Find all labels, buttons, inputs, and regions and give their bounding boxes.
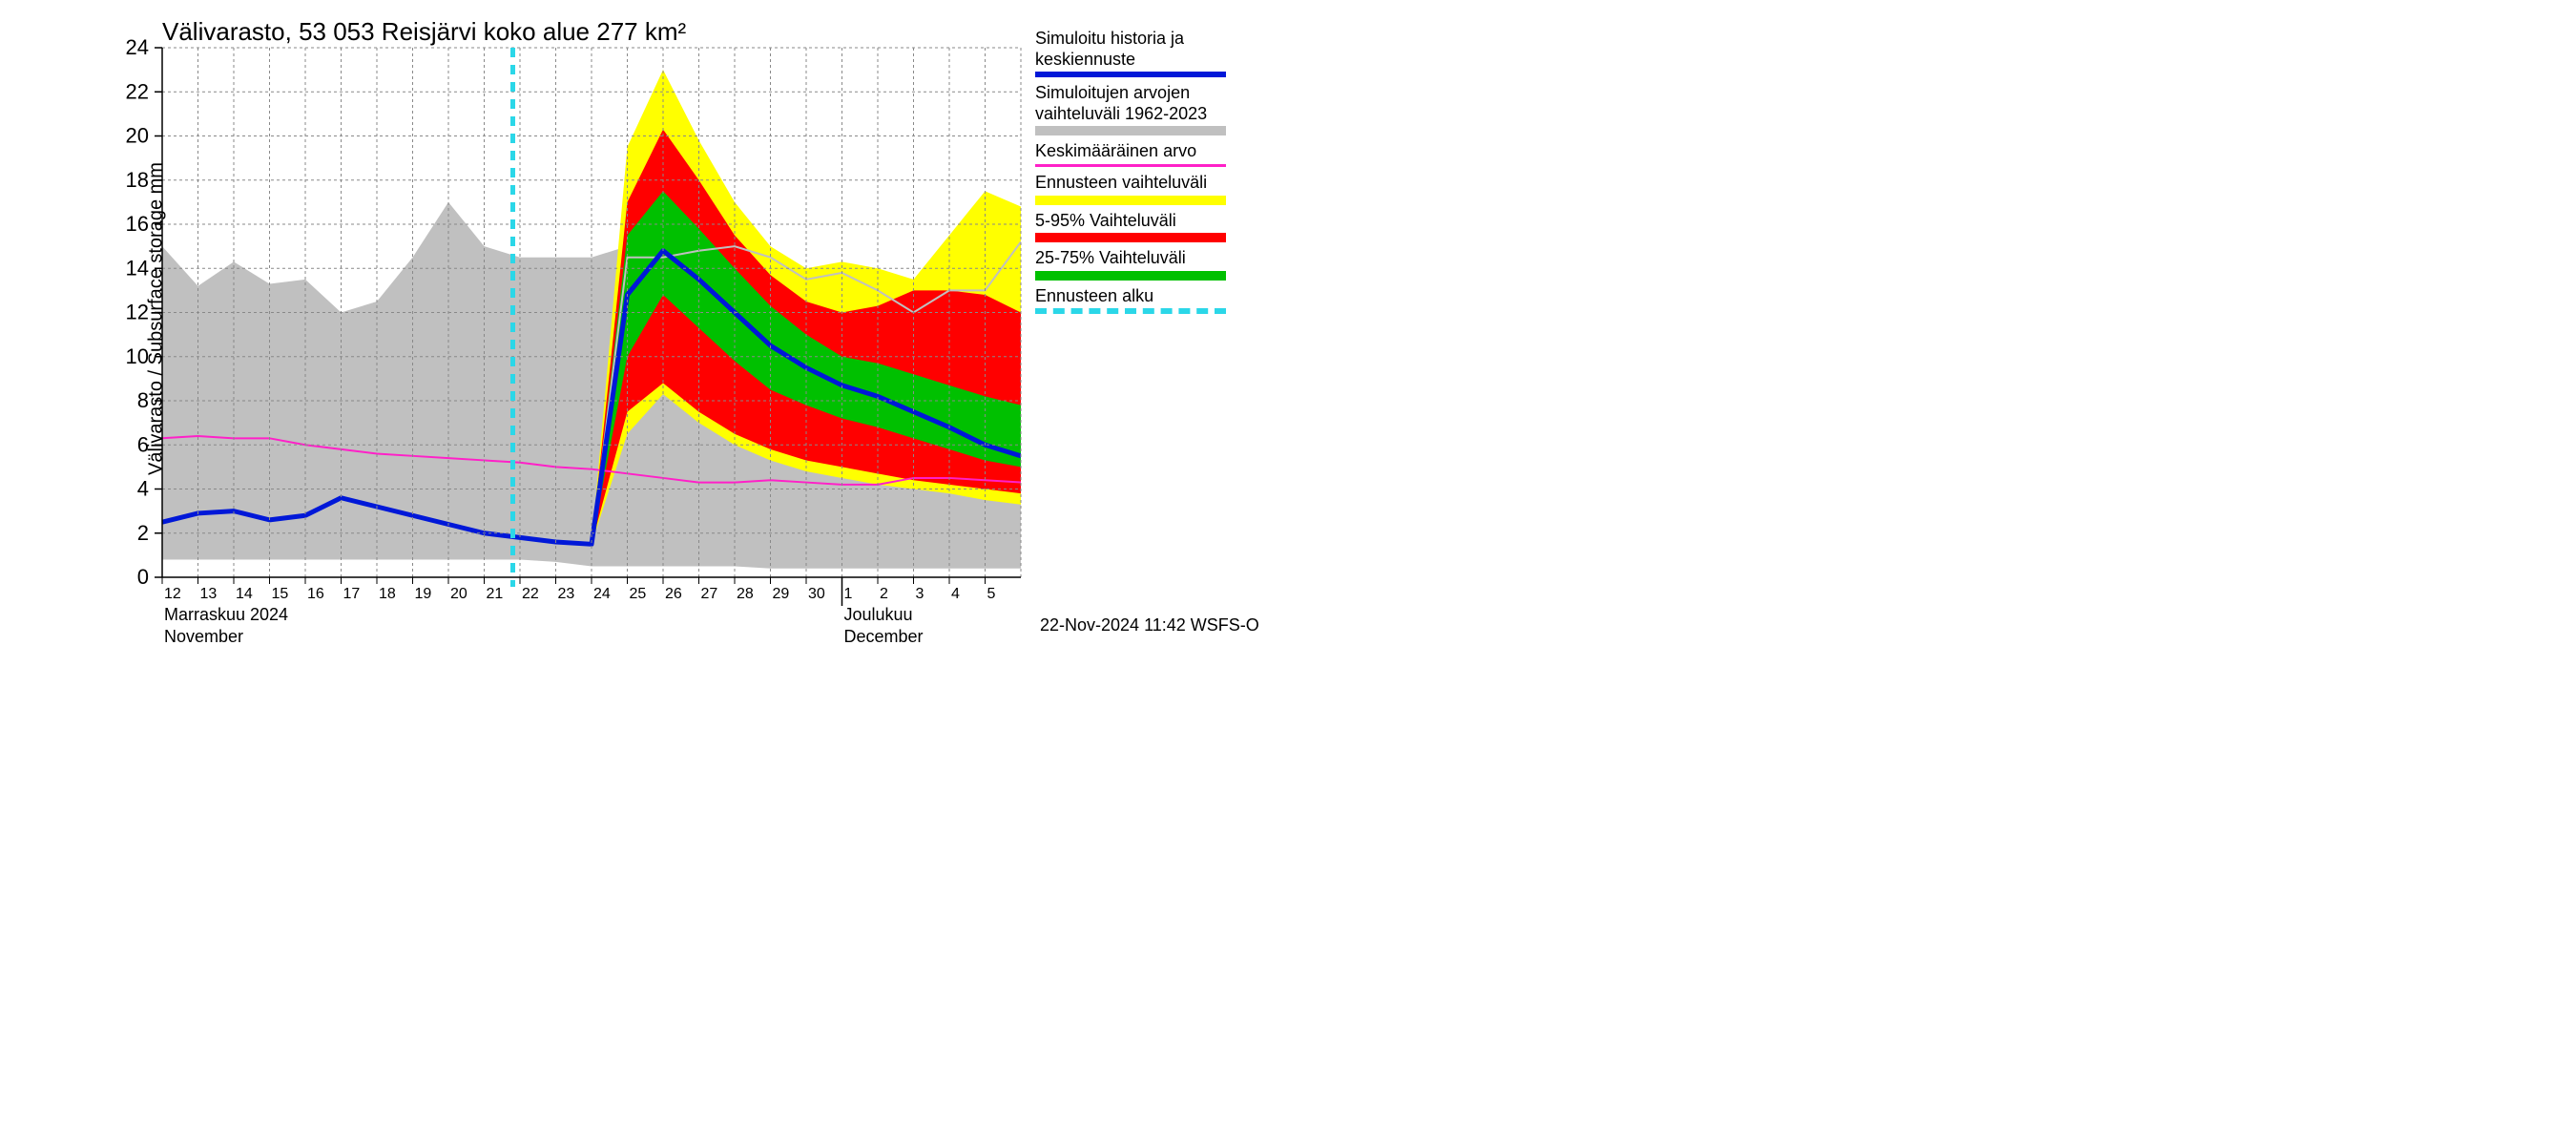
footer-timestamp: 22-Nov-2024 11:42 WSFS-O (1040, 615, 1259, 635)
x-tick-label: 13 (200, 586, 218, 602)
x-tick-label: 3 (916, 586, 924, 602)
x-tick-label: 23 (558, 586, 575, 602)
legend-item-magenta: Keskimääräinen arvo (1035, 141, 1236, 167)
legend-label: Simuloitu historia ja keskiennuste (1035, 29, 1236, 70)
x-tick-label: 5 (987, 586, 996, 602)
legend-swatch (1035, 72, 1226, 77)
x-tick-label: 14 (236, 586, 253, 602)
chart-container: Välivarasto / Subsurface storage mm Väli… (0, 0, 1431, 636)
y-tick-label: 4 (137, 477, 149, 501)
y-tick-label: 22 (126, 79, 149, 103)
y-axis-label: Välivarasto / Subsurface storage mm (145, 162, 167, 475)
x-tick-label: 2 (880, 586, 888, 602)
legend-swatch (1035, 271, 1226, 281)
x-tick-label: 29 (773, 586, 790, 602)
x-tick-label: 25 (630, 586, 647, 602)
x-tick-label: 21 (487, 586, 504, 602)
y-tick-label: 24 (126, 35, 149, 59)
x-tick-label: 12 (164, 586, 181, 602)
legend-label: Ennusteen vaihteluväli (1035, 173, 1207, 194)
legend-label: Ennusteen alku (1035, 286, 1153, 307)
y-tick-label: 0 (137, 565, 149, 589)
legend-item-cyan: Ennusteen alku (1035, 286, 1236, 315)
x-tick-label: 27 (701, 586, 718, 602)
legend-swatch (1035, 233, 1226, 242)
x-tick-label: 26 (665, 586, 682, 602)
x-tick-label: 1 (844, 586, 853, 602)
x-tick-label: 18 (379, 586, 396, 602)
x-month-label: Marraskuu 2024November (164, 604, 288, 647)
x-tick-label: 22 (522, 586, 539, 602)
legend-item-green: 25-75% Vaihteluväli (1035, 248, 1236, 281)
x-tick-label: 20 (450, 586, 467, 602)
legend-label: 25-75% Vaihteluväli (1035, 248, 1186, 269)
chart-title: Välivarasto, 53 053 Reisjärvi koko alue … (162, 17, 686, 47)
legend-item-blue: Simuloitu historia ja keskiennuste (1035, 29, 1236, 77)
x-tick-label: 15 (272, 586, 289, 602)
legend: Simuloitu historia ja keskiennuste Simulo… (1035, 29, 1236, 320)
legend-label: Simuloitujen arvojen vaihteluväli 1962-2… (1035, 83, 1236, 124)
x-tick-label: 30 (808, 586, 825, 602)
legend-item-yellow: Ennusteen vaihteluväli (1035, 173, 1236, 205)
legend-swatch (1035, 164, 1226, 167)
legend-swatch (1035, 308, 1226, 314)
x-tick-label: 17 (343, 586, 361, 602)
x-month-label: JoulukuuDecember (844, 604, 924, 647)
legend-label: Keskimääräinen arvo (1035, 141, 1196, 162)
legend-item-grayband: Simuloitujen arvojen vaihteluväli 1962-2… (1035, 83, 1236, 135)
y-tick-label: 2 (137, 521, 149, 545)
x-tick-label: 19 (415, 586, 432, 602)
legend-label: 5-95% Vaihteluväli (1035, 211, 1176, 232)
x-tick-label: 24 (593, 586, 611, 602)
legend-swatch (1035, 196, 1226, 205)
legend-swatch (1035, 126, 1226, 135)
x-tick-label: 16 (307, 586, 324, 602)
x-tick-label: 28 (737, 586, 754, 602)
y-tick-label: 20 (126, 124, 149, 148)
legend-item-red: 5-95% Vaihteluväli (1035, 211, 1236, 243)
x-tick-label: 4 (951, 586, 960, 602)
